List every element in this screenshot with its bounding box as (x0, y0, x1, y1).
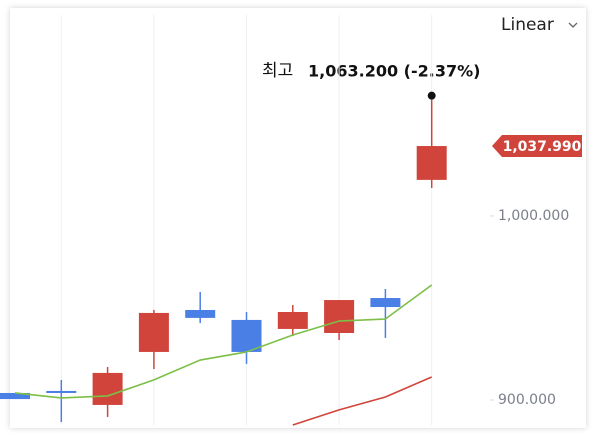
price-tag-label: 1,037.990 (503, 139, 582, 155)
candle-body (185, 309, 216, 318)
candle-body (138, 312, 169, 352)
candle-body (416, 146, 447, 180)
candle-body (92, 372, 123, 405)
candle-body (370, 298, 401, 308)
y-tick-label: 1,000.000 (498, 208, 569, 224)
price-tag (492, 135, 582, 158)
candle-body (231, 319, 262, 352)
high-marker (427, 91, 436, 100)
scale-label[interactable]: Linear (501, 15, 554, 35)
candle-body (46, 390, 77, 393)
annotation-label: 최고 (262, 61, 293, 81)
candle-body (0, 392, 30, 400)
candle-body (277, 312, 308, 329)
annotation-text: 1,063.200 (-2.37%) (308, 62, 480, 81)
chevron[interactable] (568, 22, 578, 28)
scale-dropdown[interactable]: Linear (501, 15, 578, 35)
y-tick-label: 900.000 (498, 392, 556, 408)
card (10, 8, 586, 428)
candle-body (324, 300, 355, 333)
ma-line (14, 284, 433, 399)
ma-line (292, 376, 433, 426)
